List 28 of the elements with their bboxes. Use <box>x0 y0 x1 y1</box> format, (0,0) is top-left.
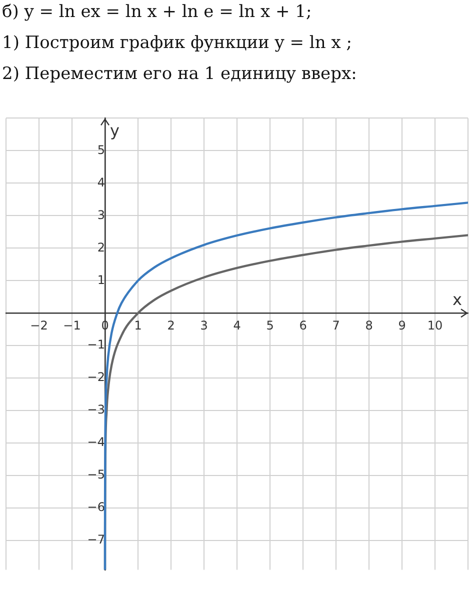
y-tick-label: 3 <box>97 208 105 222</box>
x-tick-label: 2 <box>167 318 175 332</box>
x-axis-title: x <box>452 290 462 310</box>
x-tick-label: 4 <box>233 318 241 332</box>
x-tick-label: 3 <box>200 318 208 332</box>
x-tick-label: 9 <box>398 318 406 332</box>
x-tick-label: 10 <box>427 318 443 332</box>
x-tick-label: 6 <box>299 318 307 332</box>
x-tick-label: −1 <box>63 318 81 332</box>
y-tick-label: 5 <box>97 142 105 157</box>
text: 2) Переместим его на 1 единицу вверх: <box>2 64 358 84</box>
x-tick-label: 5 <box>266 318 274 332</box>
x-tick-label: −2 <box>30 318 48 332</box>
x-tick-label: 8 <box>365 318 373 332</box>
y-tick-label: 1 <box>97 272 105 287</box>
y-tick-label: −3 <box>87 402 105 417</box>
y-tick-label: −1 <box>87 338 105 352</box>
y-tick-label: −6 <box>87 500 105 514</box>
x-tick-label: 7 <box>332 318 340 332</box>
y-tick-label: 4 <box>97 175 105 190</box>
x-tick-label: 1 <box>134 318 142 332</box>
chart-title: б) y = ln ex = ln x + ln e = ln x + 1; <box>2 2 313 22</box>
y-tick-label: −7 <box>87 532 105 547</box>
y-tick-label: −5 <box>87 468 105 482</box>
y-axis-title: y <box>110 121 120 140</box>
chart-subtitle: 1) Построим график функции y = ln x ; <box>2 33 353 53</box>
y-tick-label: −2 <box>87 370 105 384</box>
y-tick-label: 2 <box>97 240 105 254</box>
